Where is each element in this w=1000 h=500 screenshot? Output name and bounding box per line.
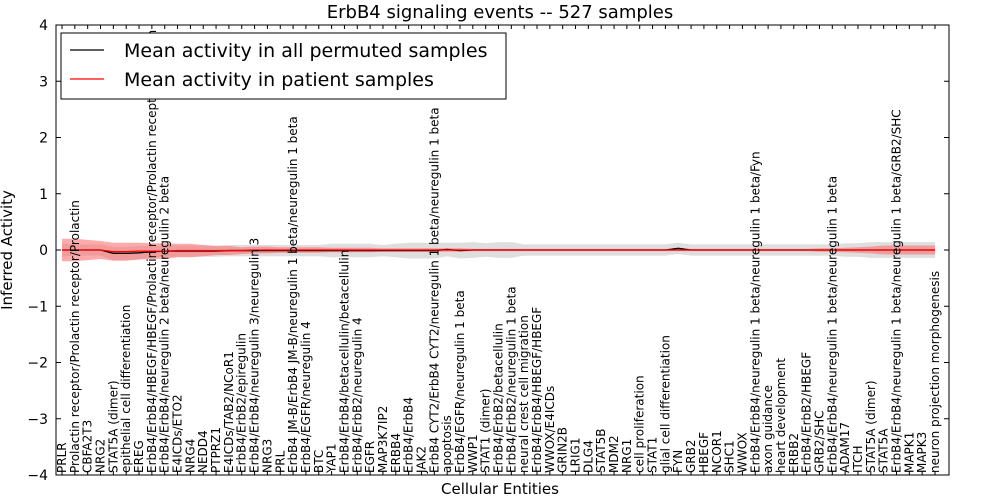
x-tick-label: ErbB4/ErbB4/neuregulin 1 beta/neuregulin… — [889, 109, 903, 473]
x-tick-label: apoptosis — [440, 415, 454, 473]
x-tick-label: STAT5A (dimer) — [106, 380, 120, 473]
x-tick-label: ErbB4/ErbB4/HBEGF/HBEGF — [530, 307, 544, 473]
x-tick-label: GRB2/SHC — [812, 410, 826, 473]
y-tick-label: 2 — [39, 131, 48, 147]
x-tick-label: ITCH — [851, 445, 865, 473]
x-tick-label: CBFA2T3 — [81, 420, 95, 473]
x-tick-label: WWP1 — [466, 434, 480, 473]
x-tick-label: cell proliferation — [633, 375, 647, 473]
x-tick-label: NRG4 — [183, 439, 197, 473]
y-tick-label: 3 — [39, 74, 48, 90]
legend-label-patient: Mean activity in patient samples — [124, 69, 434, 91]
x-tick-label: ERBB2 — [787, 433, 801, 473]
plot-region — [62, 238, 935, 262]
y-axis: 4 3 2 1 0 −1 −2 −3 −4 — [27, 18, 949, 484]
x-tick-label: YAP1 — [325, 444, 339, 474]
legend-box — [60, 32, 507, 100]
x-tick-label: ErbB4/EGFR/neuregulin 1 beta — [453, 290, 467, 473]
x-tick-label: ErbB4/ErbB4/neuregulin 1 beta/neuregulin… — [825, 176, 839, 473]
x-tick-label: ErbB4/ErbB4/neuregulin 2 beta/neuregulin… — [158, 176, 172, 473]
y-tick-label: 1 — [39, 187, 48, 203]
x-tick-label: ErbB4/ErbB2/betacellulin — [492, 323, 506, 473]
x-tick-label: ErbB4/ErbB4/HBEGF/HBEGF/Prolactin recept… — [145, 30, 159, 473]
x-tick-label: ErbB4/ErbB4 — [402, 397, 416, 473]
chart-title: ErbB4 signaling events -- 527 samples — [327, 2, 674, 23]
x-tick-label: MAPK1 — [902, 432, 916, 473]
x-tick-label: DLG4 — [581, 440, 595, 473]
x-tick-label: MAPK3 — [915, 432, 929, 473]
x-tick-label: neural crest cell migration — [517, 315, 531, 473]
x-tick-label: EREG — [132, 440, 146, 473]
x-tick-label: STAT5B — [594, 429, 608, 474]
y-tick-label: −4 — [27, 468, 48, 484]
x-tick-label: ErbB4/ErbB4/betacellulin/betacellulin — [337, 250, 351, 473]
x-tick-label: ERBB4 — [389, 433, 403, 473]
x-tick-label: E4ICDs/TAB2/NCoR1 — [222, 351, 236, 473]
x-tick-label: STAT5A — [877, 428, 891, 473]
x-tick-label: MDM2 — [607, 435, 621, 473]
y-tick-label: 4 — [39, 18, 48, 34]
x-tick-label: Prolactin receptor/Prolactin receptor/Pr… — [68, 200, 82, 473]
x-tick-label: STAT1 — [646, 437, 660, 473]
x-tick-label: NCOR1 — [710, 430, 724, 473]
x-tick-label: ErbB4/ErbB2/neuregulin 4 — [350, 317, 364, 473]
x-tick-label: epithelial cell differentiation — [119, 305, 133, 473]
x-tick-label: PRLR — [55, 442, 69, 473]
x-tick-label: EGFR — [363, 441, 377, 473]
x-tick-label: ErbB4/EGFR/neuregulin 4 — [299, 321, 313, 473]
x-tick-label: LRIG1 — [569, 438, 583, 474]
x-tick-label: ErbB4/ErbB4/neuregulin 1 beta/neuregulin… — [748, 151, 762, 473]
x-tick-label: JAK2 — [414, 446, 428, 474]
x-tick-label: STAT5A (dimer) — [864, 380, 878, 473]
legend-label-permuted: Mean activity in all permuted samples — [124, 40, 487, 62]
x-tick-label: PTPRZ1 — [209, 427, 223, 473]
y-axis-label: Inferred Activity — [0, 190, 16, 310]
y-tick-label: 0 — [39, 243, 48, 259]
series-line-patient — [62, 249, 935, 253]
x-tick-label: heart development — [774, 358, 788, 473]
legend: Mean activity in all permuted samples Me… — [60, 32, 507, 100]
x-tick-label: WWOX — [735, 432, 749, 473]
x-tick-label: ErbB4/ErbB2/HBEGF — [800, 352, 814, 473]
y-tick-label: −1 — [27, 299, 48, 315]
x-tick-label: axon guidance — [761, 385, 775, 473]
x-tick-label: ADAM17 — [838, 422, 852, 473]
x-tick-label: WWOX/E4ICDs — [543, 386, 557, 473]
x-tick-label: glial cell differentiation — [658, 335, 672, 473]
x-tick-label: MAP3K7IP2 — [376, 406, 390, 473]
x-tick-label: NEDD4 — [196, 430, 210, 473]
y-tick-label: −3 — [27, 412, 48, 428]
x-tick-label: GRB2 — [684, 439, 698, 473]
x-tick-label: STAT1 (dimer) — [479, 389, 493, 473]
x-tick-label: ErbB4 JM-B/ErbB4 JM-B/neuregulin 1 beta/… — [286, 116, 300, 473]
x-tick-label: ErbB4/ErbB2/neuregulin 1 beta — [504, 286, 518, 473]
x-tick-label: NRG1 — [620, 439, 634, 473]
x-tick-label: HBEGF — [697, 432, 711, 473]
x-tick-label: SHC1 — [723, 440, 737, 473]
x-tick-label: neuron projection morphogenesis — [928, 271, 942, 473]
x-tick-label: ErbB4 CYT2/ErbB4 CYT2/neuregulin 1 beta/… — [427, 107, 441, 473]
x-axis-label: Cellular Entities — [441, 480, 559, 498]
x-tick-label: NRG3 — [260, 439, 274, 473]
x-tick-label: E4ICDs/ETO2 — [171, 394, 185, 473]
x-tick-label: FYN — [671, 450, 685, 473]
y-tick-label: −2 — [27, 356, 48, 372]
x-tick-label: GRIN2B — [556, 427, 570, 473]
x-tick-label: NRG2 — [94, 439, 108, 473]
x-tick-label: BTC — [312, 450, 326, 473]
x-tick-label: ErbB4/ErbB4/neuregulin 3/neuregulin 3 — [248, 238, 262, 473]
x-tick-label: PRL — [273, 450, 287, 473]
x-tick-label: ErbB4/ErbB2/epiregulin — [235, 333, 249, 473]
